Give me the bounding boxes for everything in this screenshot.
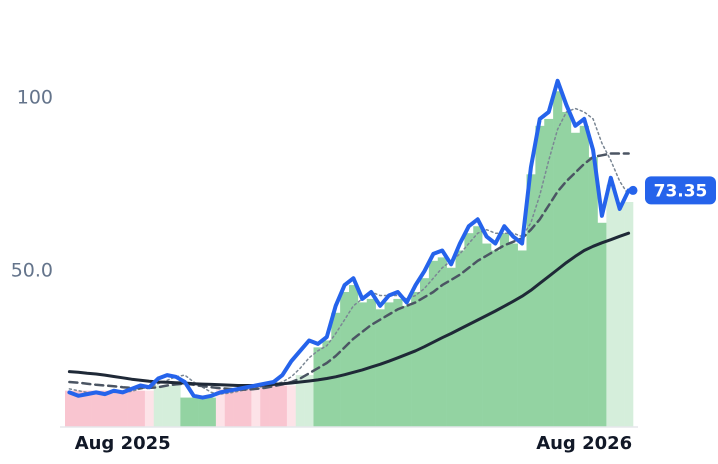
bar (597, 222, 607, 427)
bar (198, 397, 208, 427)
bar (313, 347, 323, 427)
bar (464, 233, 474, 427)
bar (295, 375, 305, 427)
bar (136, 390, 146, 427)
bar (171, 385, 181, 427)
bar (349, 285, 359, 427)
bar (153, 385, 163, 427)
bar (411, 292, 421, 427)
bar (393, 298, 403, 427)
last-point (628, 185, 638, 195)
bar (384, 302, 394, 427)
bar (242, 388, 252, 427)
series-line (67, 231, 631, 387)
bar (357, 302, 368, 427)
bar (269, 385, 279, 427)
bar (482, 243, 492, 427)
series-line (68, 152, 630, 391)
bar (162, 385, 172, 427)
bar (526, 174, 536, 427)
bar (508, 243, 518, 427)
price-badge (645, 176, 716, 205)
bar (82, 390, 92, 427)
bar (579, 125, 589, 427)
bar (207, 397, 217, 427)
bar (180, 397, 190, 427)
series-line (67, 78, 631, 400)
bar (286, 385, 297, 427)
bar (428, 260, 439, 427)
bar (109, 390, 119, 427)
bar (491, 250, 501, 427)
bar (127, 390, 137, 427)
y-tick-label: 100 (17, 87, 53, 109)
bar (73, 390, 84, 427)
bar (91, 390, 101, 427)
bar (366, 298, 376, 427)
bar (615, 202, 625, 427)
bar (251, 385, 261, 427)
bar (446, 267, 456, 427)
bar (517, 250, 527, 427)
bar (570, 132, 581, 427)
bar (499, 233, 510, 427)
bar (375, 309, 385, 427)
bar (340, 292, 350, 427)
bar (473, 226, 483, 427)
bar (118, 390, 128, 427)
bar (402, 305, 412, 427)
bar (588, 157, 598, 427)
x-tick-label: Aug 2026 (536, 433, 632, 454)
x-tick-label: Aug 2025 (75, 433, 171, 454)
bar (144, 390, 155, 427)
bar (189, 397, 199, 427)
bar (278, 385, 288, 427)
bar (553, 91, 563, 427)
price-label: 73.35 (654, 181, 708, 201)
bar (544, 118, 554, 427)
y-tick-label: 50.0 (11, 260, 53, 282)
bar (437, 257, 447, 427)
bar (100, 390, 110, 427)
bar (215, 388, 226, 427)
bar (624, 202, 634, 427)
bar (535, 125, 545, 427)
bar (304, 375, 314, 427)
bar (233, 388, 243, 427)
bar (331, 312, 341, 427)
bar (65, 390, 75, 427)
bar (322, 340, 332, 427)
bar (224, 388, 234, 427)
bar (562, 112, 572, 427)
bar (455, 250, 465, 427)
bar (260, 385, 270, 427)
bar (420, 278, 430, 427)
bar (606, 184, 616, 427)
